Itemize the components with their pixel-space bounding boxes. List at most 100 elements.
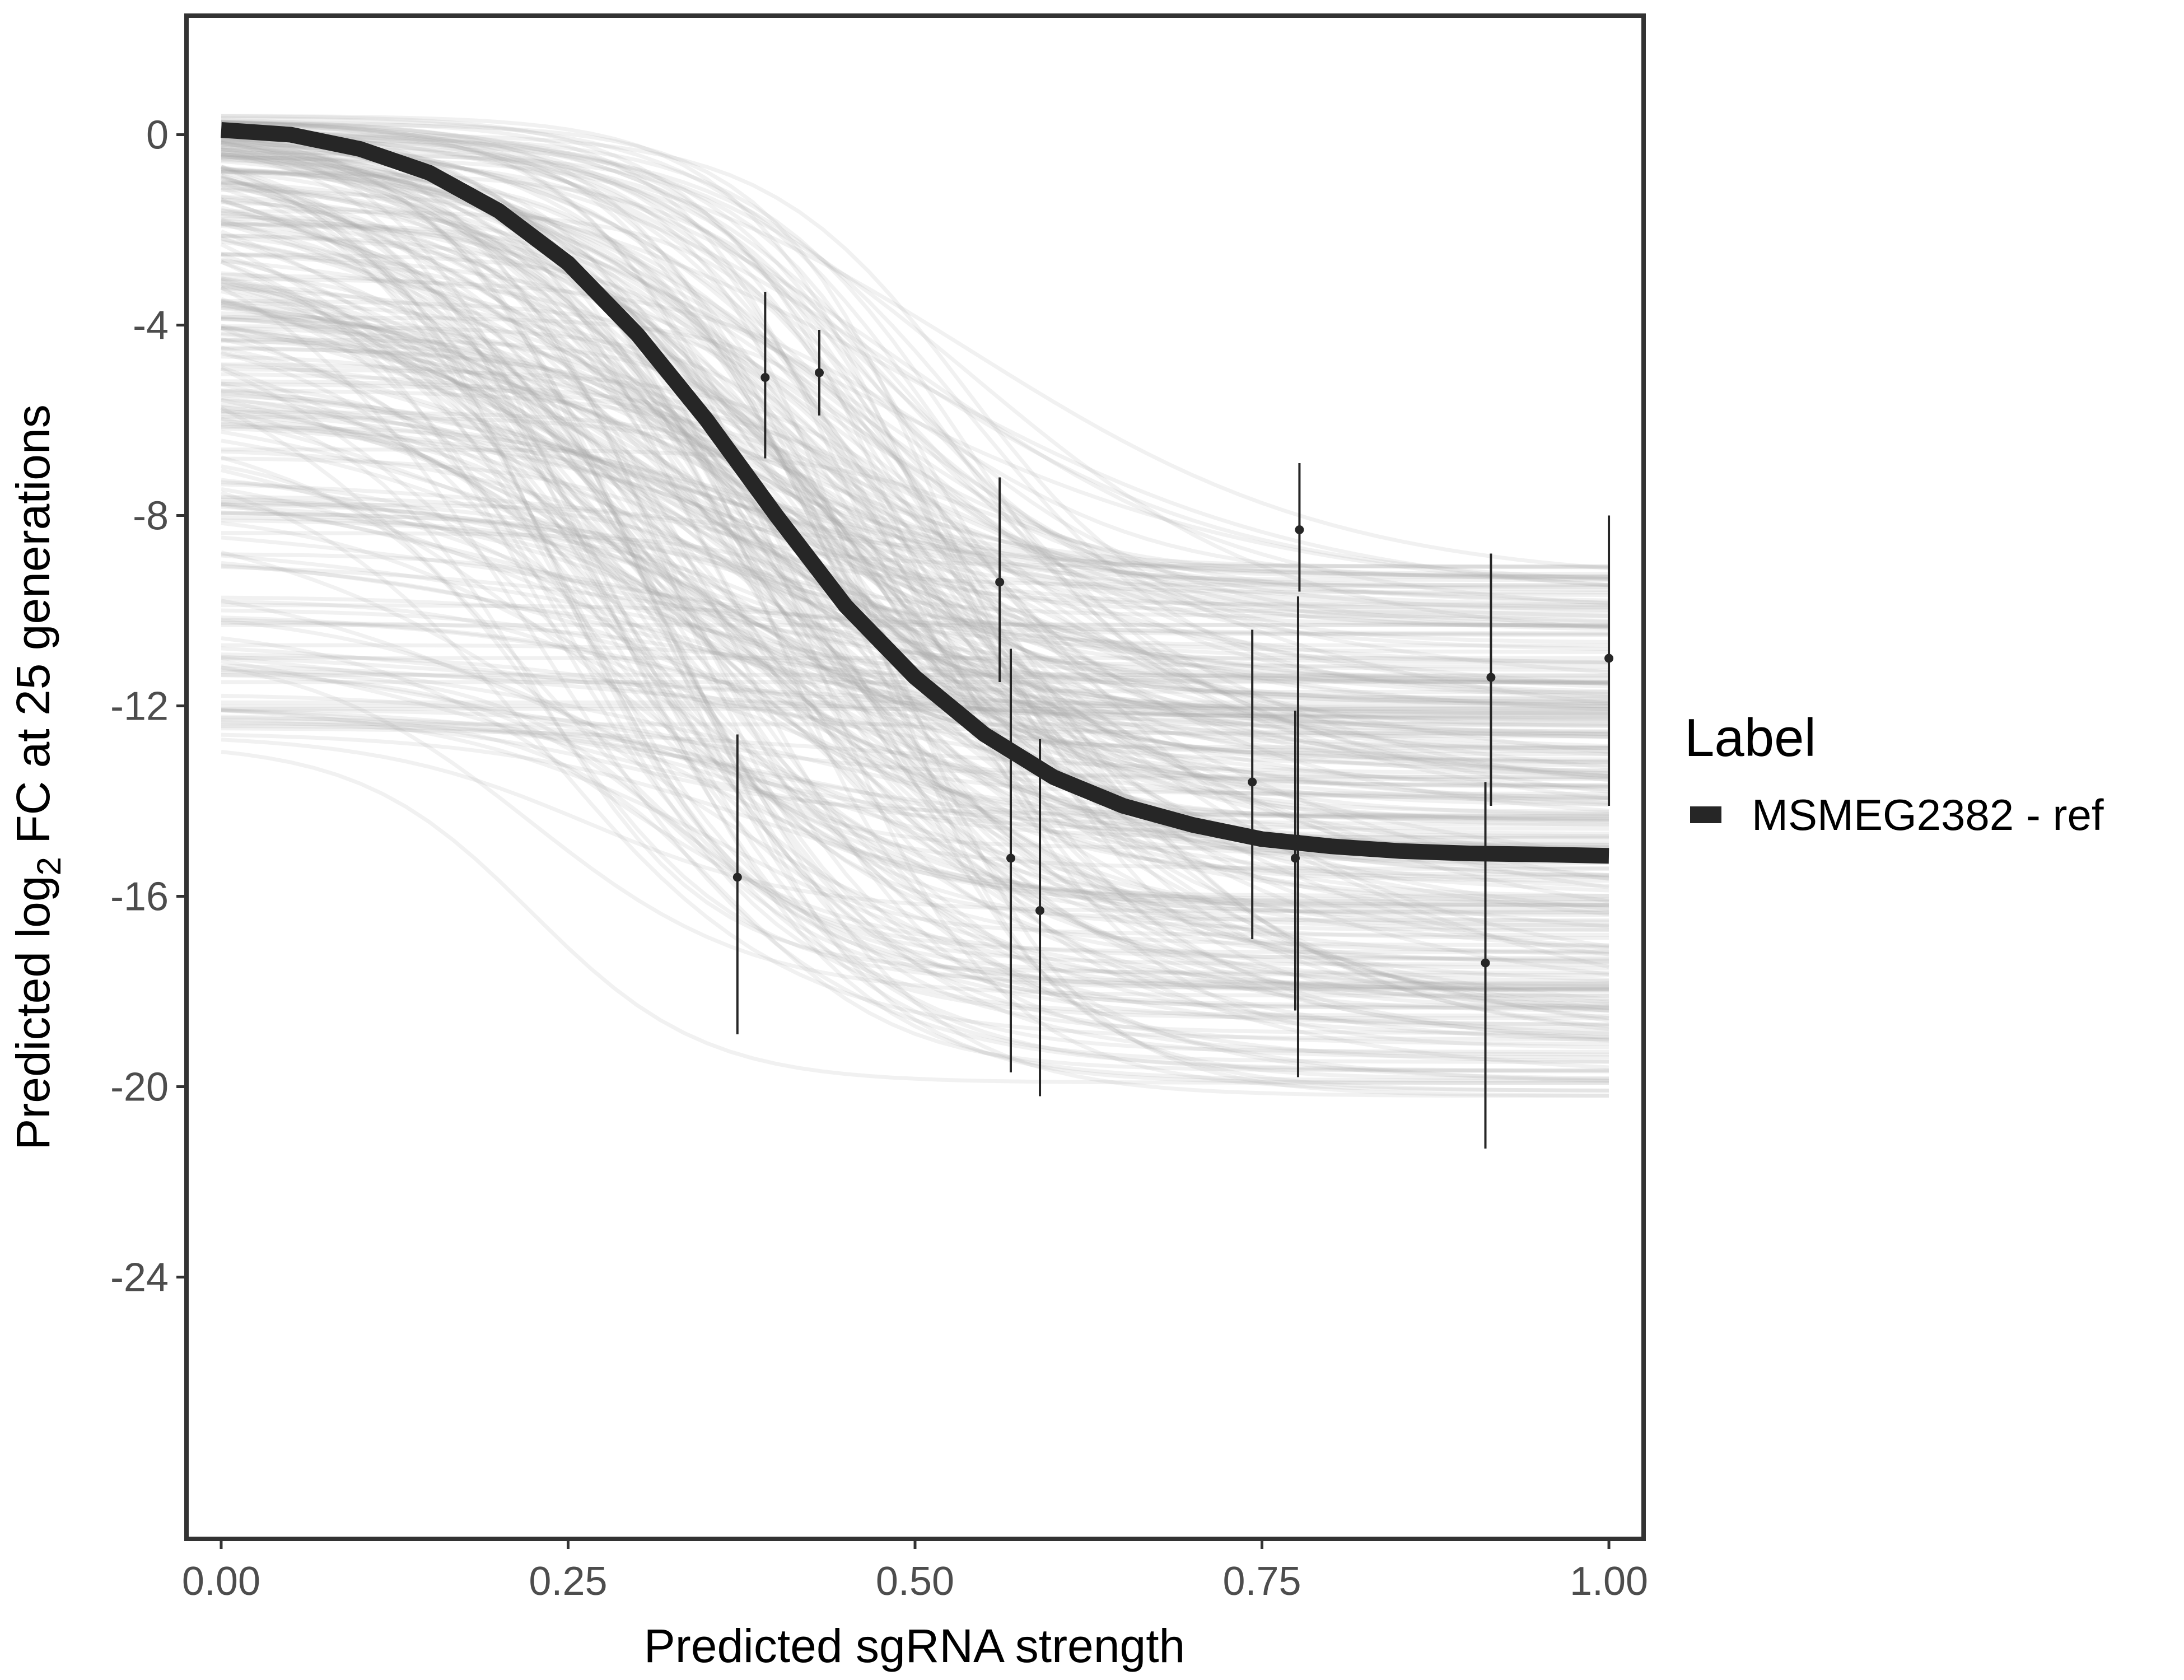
- data-point: [732, 872, 742, 882]
- data-point: [995, 577, 1005, 587]
- legend-key-swatch: [1690, 806, 1721, 823]
- posterior-draw-line: [221, 147, 1609, 1054]
- posterior-draw-line: [221, 209, 1609, 700]
- y-axis-title-part-2: FC at 25 generations: [7, 404, 59, 857]
- legend-entry-label: MSMEG2382 - ref: [1752, 790, 2104, 839]
- posterior-draw-line: [221, 595, 1609, 956]
- posterior-draw-line: [221, 222, 1609, 915]
- posterior-draw-line: [221, 423, 1609, 778]
- posterior-draw-line: [221, 122, 1609, 912]
- posterior-draw-line: [221, 167, 1609, 587]
- posterior-draw-line: [221, 273, 1609, 836]
- posterior-draw-line: [220, 229, 1609, 757]
- posterior-draw-line: [221, 301, 1609, 674]
- posterior-draw-line: [221, 284, 1609, 568]
- posterior-draw-line: [221, 561, 1609, 805]
- posterior-draw-line: [221, 408, 1609, 686]
- posterior-draw-line: [221, 518, 1609, 800]
- posterior-draw-line: [221, 552, 1609, 627]
- posterior-draw-line: [221, 234, 1609, 762]
- y-axis-title-subscript: 2: [30, 857, 68, 875]
- posterior-draw-line: [221, 367, 1609, 728]
- posterior-draw-line: [221, 497, 1609, 637]
- posterior-draw-line: [221, 410, 1609, 672]
- posterior-draw-line: [221, 121, 1609, 648]
- posterior-draw-line: [220, 365, 1609, 928]
- x-tick-label: 1.00: [1570, 1559, 1648, 1604]
- posterior-draw-line: [221, 618, 1609, 917]
- posterior-draw-line: [221, 456, 1609, 715]
- posterior-draw-line: [221, 332, 1609, 578]
- posterior-draw-line: [221, 302, 1609, 1023]
- posterior-draw-line: [221, 138, 1609, 847]
- posterior-draw-line: [221, 306, 1609, 716]
- posterior-draw-line: [221, 652, 1609, 982]
- posterior-draw-line: [221, 447, 1609, 576]
- posterior-draw-line: [221, 286, 1609, 754]
- posterior-draw-line: [221, 152, 1609, 883]
- posterior-draw-line: [221, 379, 1609, 609]
- posterior-draw-line: [221, 482, 1609, 580]
- posterior-draw-line: [221, 350, 1609, 623]
- posterior-draw-line: [221, 133, 1609, 750]
- y-tick-label: 0: [146, 113, 169, 158]
- x-tick-label: 0.50: [876, 1559, 954, 1604]
- posterior-draw-line: [221, 259, 1609, 801]
- posterior-draw-line: [221, 240, 1609, 904]
- posterior-draw-line: [221, 119, 1609, 630]
- y-tick-label: -24: [110, 1256, 169, 1300]
- posterior-draw-line: [221, 183, 1609, 716]
- posterior-draw-line: [221, 114, 1609, 864]
- posterior-draw-line: [221, 132, 1609, 629]
- posterior-draw-line: [221, 502, 1609, 787]
- posterior-draw-line: [220, 286, 1609, 1073]
- posterior-draw-line: [221, 222, 1609, 595]
- posterior-draw-line: [221, 302, 1609, 881]
- data-point: [1006, 853, 1015, 863]
- posterior-draw-line: [221, 279, 1609, 684]
- posterior-draw-line: [221, 412, 1609, 1064]
- posterior-draw-line: [221, 408, 1609, 975]
- posterior-draw-line: [221, 306, 1609, 610]
- y-tick-label: -8: [133, 494, 169, 539]
- x-tick-label: 0.00: [182, 1559, 260, 1604]
- legend-title: Label: [1684, 708, 1816, 768]
- posterior-draw-line: [221, 221, 1609, 582]
- posterior-draw-line: [221, 351, 1609, 902]
- posterior-draw-line: [221, 179, 1609, 708]
- posterior-draw-line: [221, 118, 1609, 776]
- posterior-draw-line: [221, 145, 1609, 1081]
- data-point: [760, 373, 770, 382]
- posterior-draw-line: [221, 138, 1609, 580]
- posterior-draw-line: [221, 234, 1609, 840]
- posterior-draw-line: [221, 124, 1609, 736]
- posterior-draw-line: [221, 170, 1609, 637]
- posterior-draw-line: [221, 298, 1609, 898]
- posterior-draw-line: [221, 299, 1609, 1021]
- posterior-draw-line: [221, 120, 1609, 693]
- posterior-draw-line: [221, 123, 1609, 1029]
- posterior-draw-line: [221, 317, 1609, 615]
- posterior-draw-line: [221, 200, 1609, 651]
- posterior-draw-line: [221, 304, 1609, 578]
- posterior-draw-line: [221, 123, 1609, 750]
- posterior-draw-line: [221, 133, 1609, 940]
- posterior-draw-line: [221, 708, 1609, 907]
- posterior-draw-line: [221, 521, 1609, 735]
- posterior-draw-line: [221, 337, 1609, 781]
- posterior-draw-line: [221, 151, 1609, 587]
- posterior-draw-line: [221, 181, 1609, 791]
- posterior-draw-line: [221, 495, 1609, 769]
- posterior-draw-line: [221, 180, 1609, 794]
- posterior-draw-line: [221, 141, 1609, 922]
- posterior-draw-line: [221, 455, 1609, 932]
- posterior-draw-line: [221, 480, 1609, 948]
- posterior-draw-line: [221, 135, 1609, 983]
- x-tick-label: 0.25: [529, 1559, 607, 1604]
- posterior-draw-line: [221, 218, 1609, 1002]
- posterior-draw-line: [221, 326, 1609, 1083]
- posterior-draw-line: [221, 155, 1609, 992]
- posterior-draw-line: [221, 164, 1609, 1074]
- y-tick-label: -12: [110, 684, 169, 729]
- posterior-draw-line: [221, 114, 1609, 589]
